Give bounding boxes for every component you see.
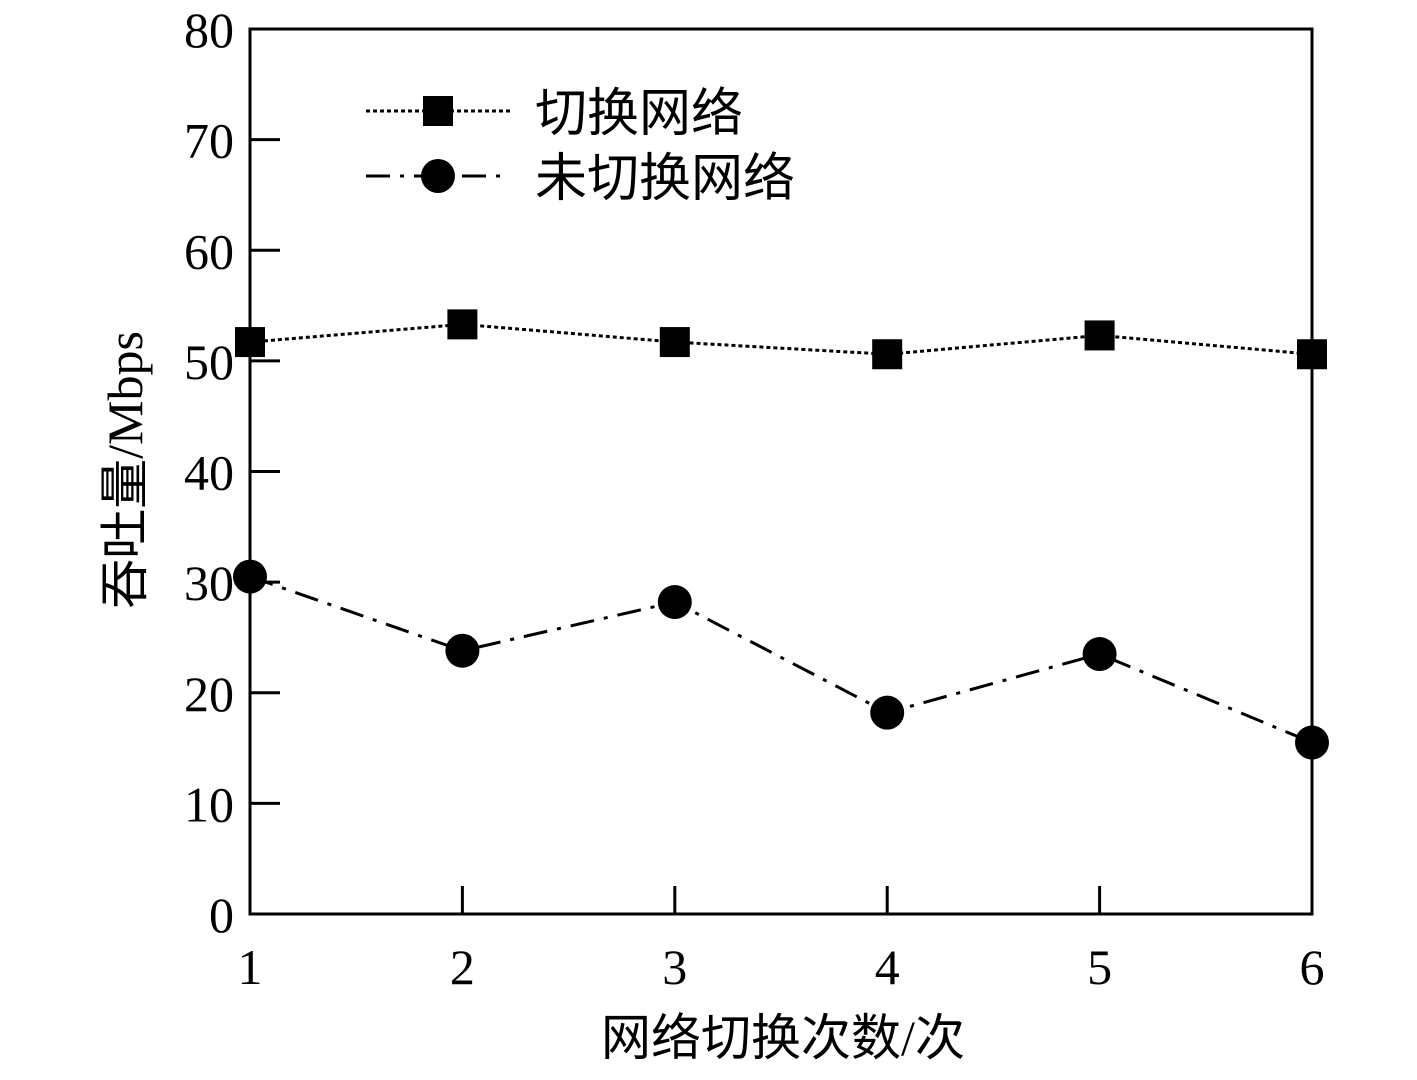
legend-marker-square [423,96,453,126]
series-line-1 [249,322,1313,356]
x-axis-title: 网络切换次数/次 [601,1010,965,1066]
data-point-square [659,327,690,358]
legend: 切换网络 未切换网络 [366,86,795,208]
y-axis-ticks: 0 10 20 30 40 50 60 70 80 [184,2,280,943]
data-point-circle [657,585,692,620]
data-point-circle [445,633,480,668]
y-tick-label: 0 [209,887,234,943]
y-tick-label: 70 [184,113,234,169]
x-tick-label: 4 [875,939,900,995]
x-axis-ticks: 1 2 3 4 5 6 [238,886,1325,995]
y-tick-label: 20 [184,666,234,722]
data-point-square [1084,320,1115,351]
legend-label-series-2: 未切换网络 [535,151,795,208]
y-tick-label: 50 [184,334,234,390]
y-axis-title: 吞吐量/Mbps [97,331,153,609]
y-tick-label: 60 [184,223,234,279]
series-line-2 [249,575,1313,744]
y-tick-label: 30 [184,555,234,611]
x-tick-label: 6 [1300,939,1325,995]
x-tick-label: 3 [662,939,687,995]
y-tick-label: 10 [184,776,234,832]
legend-label-series-1: 切换网络 [535,86,743,143]
x-tick-label: 1 [238,939,263,995]
x-tick-label: 2 [450,939,475,995]
data-point-circle [870,695,905,730]
data-point-square [872,339,903,370]
y-tick-label: 80 [184,2,234,58]
y-tick-label: 40 [184,445,234,501]
series-layer [233,309,1329,760]
data-point-square [447,309,478,340]
data-point-circle [1082,637,1117,672]
x-tick-label: 5 [1087,939,1112,995]
legend-marker-circle [421,159,455,193]
plot-frame [248,27,1314,916]
